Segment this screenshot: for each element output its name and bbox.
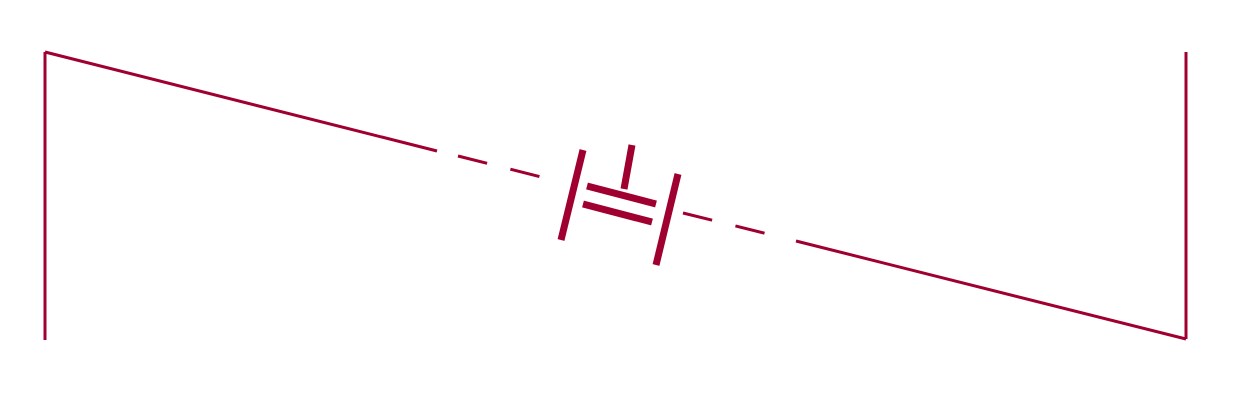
right-plate — [652, 173, 682, 266]
mosfet-symbol — [557, 144, 682, 266]
lower-channel-bar — [582, 200, 653, 226]
right-dashed-wire — [682, 211, 777, 238]
left-plate — [557, 149, 587, 241]
gate-stem — [620, 144, 636, 190]
left-dashed-wire — [457, 154, 554, 182]
lower-diagonal-wire — [795, 239, 1187, 341]
wires — [43, 50, 1188, 341]
upper-channel-bar — [586, 182, 657, 208]
upper-diagonal-wire — [44, 50, 438, 153]
